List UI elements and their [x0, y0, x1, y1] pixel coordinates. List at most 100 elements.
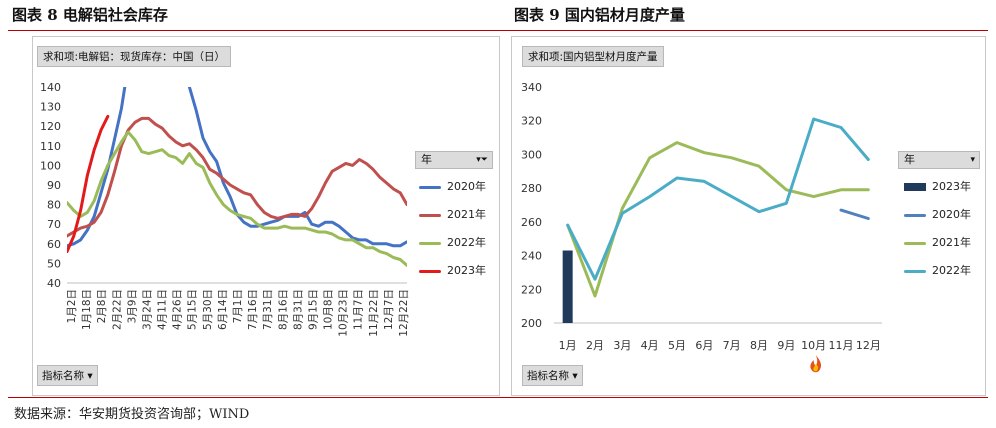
flame-outer [810, 355, 822, 373]
y-tick-label: 320 [521, 115, 542, 128]
x-tick-label: 5月 [668, 339, 686, 352]
x-tick-label: 10月 [801, 339, 826, 352]
x-tick-label: 9月 [777, 339, 795, 352]
filter-button-label: 指标名称 [42, 370, 84, 382]
legend-label: 2023年 [447, 264, 486, 277]
x-tick-label: 11月22日 [368, 289, 380, 337]
x-tick-label: 2月8日 [96, 289, 108, 323]
x-tick-label: 7月16日 [247, 289, 259, 330]
figure1-title: 图表 8 电解铝社会库存 [12, 6, 168, 24]
legend-label: 2022年 [447, 236, 486, 249]
x-tick-label: 8月16日 [277, 289, 289, 330]
x-tick-label: 11月7日 [353, 289, 365, 330]
figure2-title: 图表 9 国内铝材月度产量 [514, 6, 685, 24]
output-line-chart: 200 220 240 260 280 300 320 340 1月 2月 3月 4月 5月 6月 7月 8月… [521, 81, 882, 373]
series-line-2022年 [566, 117, 870, 281]
x-tick-label: 5月15日 [187, 289, 199, 330]
legend-item[interactable]: 2023年 [419, 262, 486, 278]
flame-inner [813, 364, 819, 372]
footer-divider [8, 397, 988, 398]
x-tick-label: 1月2日 [66, 289, 78, 323]
legend-year-header[interactable]: 年 ▾ [898, 151, 980, 169]
x-tick-label: 11月 [829, 339, 854, 352]
legend-item[interactable]: 2020年 [419, 178, 486, 194]
legend-year-header[interactable]: 年 ▾⏷ [415, 151, 493, 169]
dropdown-arrow-icon: ▾ [572, 370, 578, 382]
y-tick-label: 40 [47, 277, 61, 290]
y-tick-label: 140 [40, 81, 61, 94]
legend-swatch [419, 241, 441, 245]
legend-header-label: 年 [421, 153, 432, 166]
x-tick-label: 10月23日 [338, 289, 350, 337]
x-tick-label: 3月9日 [126, 289, 138, 323]
x-tick-label: 6月 [695, 339, 713, 352]
dropdown-arrow-icon[interactable]: ▾ [970, 155, 975, 165]
legend-item[interactable]: 2022年 [419, 234, 486, 250]
legend-label: 2022年 [932, 264, 971, 277]
y-tick-label: 60 [47, 238, 61, 251]
pivot-field-tag[interactable]: 求和项:国内铝型材月度产量 [522, 46, 664, 67]
y-tick-label: 260 [521, 216, 542, 229]
x-tick-label: 12月 [856, 339, 881, 352]
legend-item[interactable]: 2021年 [419, 206, 486, 222]
legend-label: 2020年 [932, 208, 971, 221]
x-tick-label: 2月22日 [111, 289, 123, 330]
y-tick-label: 90 [47, 179, 61, 192]
y-tick-label: 340 [521, 81, 542, 94]
filter-funnel-icon[interactable]: ▾⏷ [476, 155, 488, 165]
y-tick-label: 50 [47, 257, 61, 270]
x-tick-label: 9月15日 [307, 289, 319, 330]
x-tick-label: 3月 [613, 339, 631, 352]
x-tick-label: 4月26日 [172, 289, 184, 330]
flame-icon [810, 355, 822, 373]
y-tick-label: 300 [521, 148, 542, 161]
legend-swatch [904, 269, 926, 273]
x-tick-label: 12月7日 [383, 289, 395, 330]
series-line-2020年 [67, 87, 407, 248]
legend-label: 2020年 [447, 180, 486, 193]
y-tick-label: 240 [521, 250, 542, 263]
x-tick-label: 8月 [750, 339, 768, 352]
x-tick-label: 1月 [559, 339, 577, 352]
bar-2023年 [562, 250, 573, 323]
indicator-filter-button[interactable]: 指标名称 ▾ [37, 365, 98, 386]
x-tick-label: 4月11日 [157, 289, 169, 330]
series-line-2021年 [566, 141, 870, 298]
indicator-filter-button[interactable]: 指标名称 ▾ [522, 365, 583, 386]
pivot-field-tag[interactable]: 求和项:电解铝：现货库存：中国（日） [37, 46, 232, 67]
x-tick-label: 1月18日 [81, 289, 93, 330]
legend-swatch [419, 185, 441, 189]
legend-item[interactable]: 2020年 [904, 206, 971, 222]
x-tick-label: 7月 [723, 339, 741, 352]
series-line-2023年 [67, 114, 110, 254]
legend-item[interactable]: 2023年 [904, 178, 971, 194]
y-tick-label: 220 [521, 283, 542, 296]
y-tick-label: 100 [40, 159, 61, 172]
y-tick-label: 280 [521, 182, 542, 195]
x-tick-label: 8月31日 [292, 289, 304, 330]
x-tick-label: 2月 [586, 339, 604, 352]
legend-swatch [419, 213, 441, 217]
filter-button-label: 指标名称 [527, 370, 569, 382]
legend-item[interactable]: 2022年 [904, 262, 971, 278]
x-tick-label: 4月 [641, 339, 659, 352]
legend-swatch [904, 183, 926, 191]
y-tick-label: 200 [521, 317, 542, 330]
x-tick-label: 10月8日 [323, 289, 335, 330]
y-tick-label: 80 [47, 199, 61, 212]
legend-label: 2023年 [932, 180, 971, 193]
legend-label: 2021年 [447, 208, 486, 221]
chart-panel-inventory: 求和项:电解铝：现货库存：中国（日） 40 50 60 70 80 90 100 110 120… [32, 36, 500, 396]
legend-item[interactable]: 2021年 [904, 234, 971, 250]
y-tick-label: 130 [40, 101, 61, 114]
legend-swatch [904, 241, 926, 245]
x-tick-label: 3月24日 [141, 289, 153, 330]
series-line-2022年 [67, 130, 407, 267]
series-line-2020年 [839, 208, 870, 220]
series-line-2021年 [67, 116, 407, 238]
dropdown-arrow-icon: ▾ [87, 370, 93, 382]
y-tick-label: 120 [40, 120, 61, 133]
legend-swatch [419, 269, 441, 273]
chart-panel-output: 求和项:国内铝型材月度产量 200 220 240 260 280 300 320 340 1月… [511, 36, 986, 396]
x-tick-label: 5月30日 [202, 289, 214, 330]
